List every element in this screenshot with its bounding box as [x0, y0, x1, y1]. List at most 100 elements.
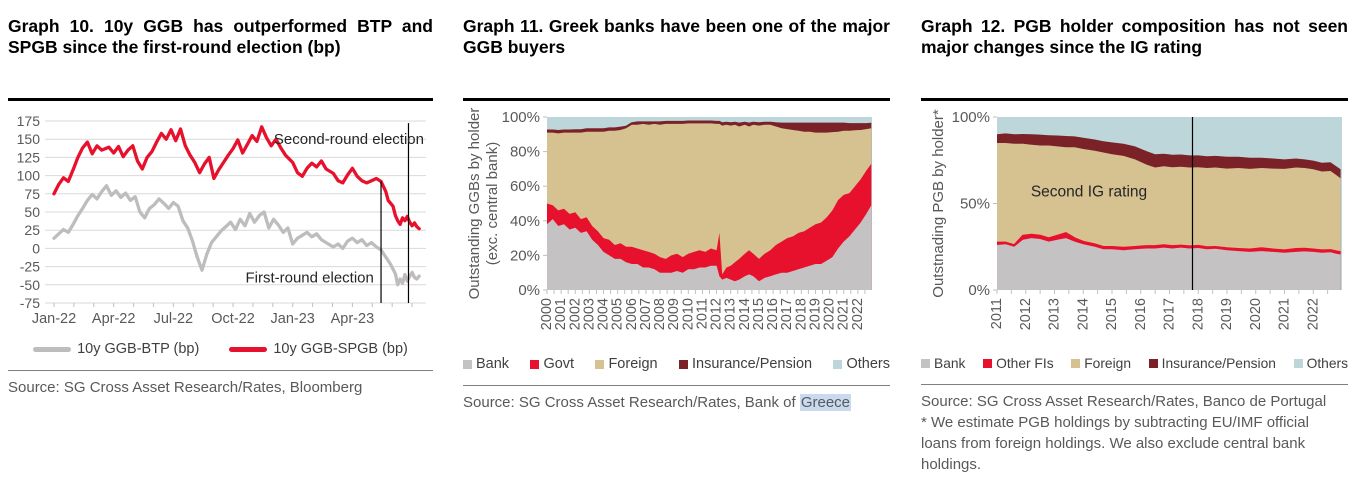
bank-swatch [921, 359, 930, 368]
fis-top-line [997, 232, 1341, 253]
graph11-source-highlight[interactable]: Greece [799, 394, 852, 411]
y-tick-label: 100% [502, 109, 540, 126]
legend-label-others: Others [1306, 356, 1348, 371]
x-tick-label: 2012 [1018, 298, 1034, 330]
x-tick-label: 2017 [1162, 298, 1178, 330]
y-axis-title: Outstnading PGB by holder* [930, 109, 947, 298]
legend-item-ggb-btp: 10y GGB-BTP (bp) [33, 341, 199, 357]
y-tick-label: 75 [24, 186, 40, 202]
x-tick-label: 2019 [807, 298, 823, 330]
x-tick-label: 2014 [1075, 298, 1091, 330]
y-tick-label: 100% [952, 109, 990, 126]
graph11-source-text: Source: SG Cross Asset Research/Rates, B… [463, 394, 800, 411]
legend-item-foreign: Foreign [595, 356, 658, 372]
legend-item-bank: Bank [463, 356, 509, 372]
foreign-swatch [1071, 359, 1081, 368]
y-tick-label: 0 [32, 240, 40, 256]
y-axis-title: Outstanding GGBs by holder [466, 108, 483, 300]
y-tick-label: 20% [510, 247, 540, 264]
x-tick-label: 2011 [989, 298, 1005, 329]
legend-label-ggb-spgb: 10y GGB-SPGB (bp) [273, 341, 408, 357]
graph12-chart: 0% 50% 100% 2011 2012 2013 2014 2015 2016 2017 201… [930, 109, 1342, 330]
graph12-chart-wrap: 0% 50% 100% 2011 2012 2013 2014 2015 2016 2017 201… [921, 106, 1348, 348]
x-tick-label: 2003 [581, 298, 597, 330]
y-tick-label: 80% [510, 144, 540, 161]
legend-label-foreign: Foreign [608, 356, 658, 372]
x-tick-label: 2012 [709, 298, 725, 330]
graph12-panel: Graph 12. PGB holder composition has not… [921, 16, 1348, 475]
y-tick-label: -75 [20, 295, 40, 311]
graph12-source: Source: SG Cross Asset Research/Rates, B… [921, 384, 1348, 475]
x-tick-label: 2018 [1190, 298, 1206, 330]
y-tick-label: 60% [510, 178, 540, 195]
graph10-source-text: Source: SG Cross Asset Research/Rates, B… [8, 379, 363, 396]
ggb-btp-swatch [33, 346, 72, 352]
y-tick-label: 175 [17, 113, 41, 129]
x-tick-label: 2021 [836, 298, 852, 330]
chart-annotation: Second-round election [274, 131, 424, 148]
x-tick-label: 2007 [638, 298, 654, 330]
y-tick-label: 150 [17, 131, 41, 147]
x-tick-label: 2009 [666, 298, 682, 330]
chart-annotation: First-round election [245, 270, 373, 287]
x-tick-label: 2015 [751, 298, 767, 330]
x-tick-label: Jul-22 [154, 311, 194, 327]
x-tick-label: 2019 [1219, 298, 1235, 330]
x-tick-label: 2013 [1047, 298, 1063, 330]
govt-area [547, 163, 872, 290]
x-tick-label: 2022 [1305, 298, 1321, 330]
x-tick-label: Jan-23 [271, 311, 315, 327]
graph10-source: Source: SG Cross Asset Research/Rates, B… [8, 370, 433, 398]
bank-swatch [463, 359, 472, 369]
graph10-chart-wrap: -75 -50 -25 0 25 50 75 100 125 150 175 Jan-22 Apr-22… [8, 109, 433, 333]
series-line [52, 184, 421, 287]
x-tick-label: 2022 [850, 298, 866, 330]
legend-item-govt: Govt [530, 356, 574, 372]
ins-top-line [547, 120, 872, 132]
legend-item-others: Others [1293, 356, 1348, 371]
y-tick-label: 100 [17, 168, 41, 184]
graph12-source-text: Source: SG Cross Asset Research/Rates, B… [921, 393, 1327, 410]
x-tick-label: 2016 [1133, 298, 1149, 330]
graph12-legend: Bank Other FIs Foreign Insurance/Pension Oth… [921, 356, 1348, 371]
y-tick-label: 50% [960, 196, 990, 213]
legend-item-insurance-pension: Insurance/Pension [678, 356, 813, 372]
x-tick-label: 2021 [1277, 298, 1293, 330]
graph11-chart-wrap: 0% 20% 40% 60% 80% 100% 2000 2001 2002 2003 2004 20… [463, 106, 890, 348]
x-tick-label: 2001 [553, 298, 569, 330]
ggb-spgb-swatch [229, 346, 268, 352]
foreign-swatch [595, 359, 605, 369]
x-tick-label: Apr-22 [92, 311, 136, 327]
x-tick-label: 2017 [779, 298, 795, 330]
legend-label-insurance-pension: Insurance/Pension [691, 356, 813, 372]
y-tick-label: 25 [24, 222, 40, 238]
others-swatch [833, 359, 843, 369]
legend-item-bank: Bank [921, 356, 965, 371]
y-axis-title: (exc. central bank) [484, 142, 501, 265]
graph10-legend: 10y GGB-BTP (bp) 10y GGB-SPGB (bp) [8, 341, 433, 357]
x-tick-label: 2011 [694, 298, 710, 329]
graph10-title: Graph 10. 10y GGB has outperformed BTP a… [8, 16, 433, 101]
y-tick-label: 125 [17, 149, 41, 165]
x-tick-label: 2020 [822, 298, 838, 330]
graph11-legend: Bank Govt Foreign Insurance/Pension Others [463, 356, 890, 372]
legend-label-ggb-btp: 10y GGB-BTP (bp) [77, 341, 200, 357]
legend-label-bank: Bank [476, 356, 510, 372]
graph12-footnote: * We estimate PGB holdings by subtractin… [921, 414, 1309, 473]
legend-label-govt: Govt [543, 356, 575, 372]
series-line [52, 125, 421, 231]
chart-annotation: Second IG rating [1031, 184, 1147, 201]
bank-area [997, 238, 1341, 290]
legend-item-ggb-spgb: 10y GGB-SPGB (bp) [229, 341, 408, 357]
x-tick-label: Apr-23 [331, 311, 375, 327]
legend-label-insurance-pension: Insurance/Pension [1161, 356, 1276, 371]
legend-label-others: Others [846, 356, 890, 372]
x-tick-label: 2004 [596, 298, 612, 330]
graph11-chart: 0%20%40%60%80%100%2000200120022003200420… [466, 108, 872, 330]
y-tick-label: 50 [24, 204, 40, 220]
x-tick-label: 2000 [539, 298, 555, 330]
insurance-pension-swatch [678, 359, 688, 369]
x-tick-label: 2015 [1104, 298, 1120, 330]
y-tick-label: -50 [20, 277, 40, 293]
